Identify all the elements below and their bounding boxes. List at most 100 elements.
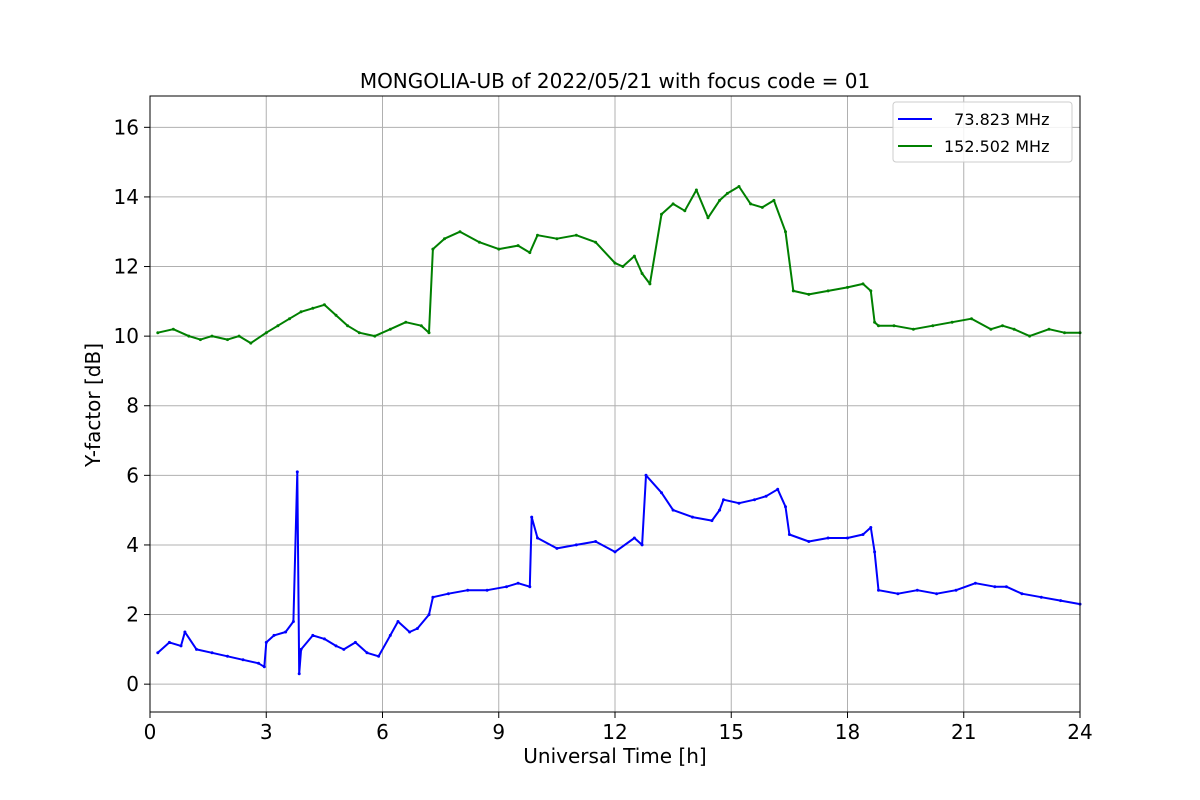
series-2-point: [226, 338, 229, 342]
series-2-point: [877, 324, 880, 328]
y-tick-label: 6: [126, 463, 139, 487]
series-1-point: [660, 491, 663, 495]
series-2-point: [516, 244, 520, 248]
series-2-point: [187, 334, 191, 338]
series-2-point: [299, 310, 303, 314]
series-1-point: [322, 637, 326, 641]
x-tick-label: 0: [144, 720, 157, 744]
series-1-point: [505, 585, 508, 589]
series-2-point: [749, 202, 753, 206]
series-2-point: [725, 191, 729, 195]
x-tick-label: 3: [260, 720, 273, 744]
series-1-point: [530, 515, 534, 519]
series-2-point: [431, 247, 435, 251]
series-2-point: [497, 247, 501, 251]
x-tick-label: 24: [1067, 720, 1092, 744]
series-1-point: [156, 651, 160, 655]
series-1-point: [846, 536, 849, 540]
series-1-point: [710, 519, 714, 523]
series-2-point: [264, 331, 268, 335]
y-tick-label: 16: [114, 115, 139, 139]
series-2-point: [931, 324, 935, 328]
series-2-point: [536, 233, 539, 237]
legend-label-series-2: 152.502 MHz: [944, 137, 1049, 156]
series-2-point: [660, 212, 663, 216]
series-1-point: [284, 630, 288, 634]
x-tick-label: 12: [602, 720, 627, 744]
y-axis-title: Y-factor [dB]: [81, 343, 105, 468]
series-2-point: [171, 327, 175, 331]
series-2-point: [760, 205, 764, 209]
series-1-point: [784, 505, 787, 509]
series-1-point: [528, 585, 532, 589]
series-1-point: [295, 470, 299, 474]
series-1-point: [257, 661, 260, 665]
series-2-point: [683, 209, 687, 213]
series-2-point: [1028, 334, 1032, 338]
series-1-point: [1020, 592, 1024, 596]
series-2-point: [861, 282, 865, 286]
series-2-point: [784, 230, 787, 234]
series-1-point: [262, 665, 266, 669]
y-tick-label: 10: [114, 324, 139, 348]
series-1-point: [297, 672, 301, 676]
series-1-point: [877, 588, 880, 592]
y-tick-label: 0: [126, 672, 139, 696]
series-1-point: [388, 633, 392, 637]
series-2-point: [276, 324, 280, 328]
x-tick-label: 9: [492, 720, 505, 744]
series-1-point: [342, 647, 346, 651]
series-1-point: [861, 533, 865, 536]
series-2-point: [613, 261, 617, 265]
series-1-point: [807, 540, 811, 543]
series-1-point: [377, 654, 381, 658]
series-1-point: [555, 546, 559, 550]
x-tick-label: 6: [376, 720, 389, 744]
series-1-point: [764, 494, 768, 498]
series-1-point: [466, 588, 470, 592]
series-2-point: [427, 331, 431, 335]
series-2-point: [237, 334, 241, 338]
x-tick-label: 15: [719, 720, 744, 744]
series-2-point: [156, 331, 160, 335]
series-1-point: [594, 540, 598, 543]
series-1-point: [195, 647, 198, 651]
series-1-point: [299, 647, 303, 651]
series-1-point: [536, 536, 539, 540]
series-1-point: [613, 550, 617, 554]
series-2-point: [694, 188, 698, 192]
series-2-point: [1047, 327, 1051, 331]
series-1-point: [264, 640, 268, 644]
series-2-point: [198, 338, 202, 342]
series-1-point: [415, 627, 419, 630]
series-2-point: [373, 334, 377, 338]
series-1-point: [291, 620, 295, 623]
series-2-point: [574, 233, 578, 237]
series-1-point: [671, 508, 675, 512]
series-2-point: [772, 198, 776, 202]
series-2-point: [210, 334, 214, 338]
series-1-point: [644, 473, 648, 477]
series-1-point: [935, 592, 939, 596]
series-1-point: [896, 592, 900, 596]
series-1-point: [183, 630, 187, 634]
series-2-point: [1063, 331, 1066, 335]
series-1-point: [632, 536, 636, 540]
legend-label-series-1: 73.823 MHz: [944, 110, 1049, 129]
series-2-point: [950, 320, 954, 324]
series-1-point: [446, 592, 450, 596]
series-1-point: [210, 651, 214, 655]
series-1-point: [776, 487, 780, 491]
series-2-point: [322, 303, 326, 307]
series-1-point: [691, 515, 694, 519]
series-2-point: [718, 198, 722, 202]
series-1-point: [718, 508, 722, 512]
series-2-point: [1001, 324, 1004, 328]
series-2-point: [419, 324, 423, 328]
series-2-point: [555, 237, 559, 241]
series-2-point: [671, 202, 675, 206]
series-2-point: [443, 237, 446, 241]
series-1-point: [993, 585, 997, 589]
